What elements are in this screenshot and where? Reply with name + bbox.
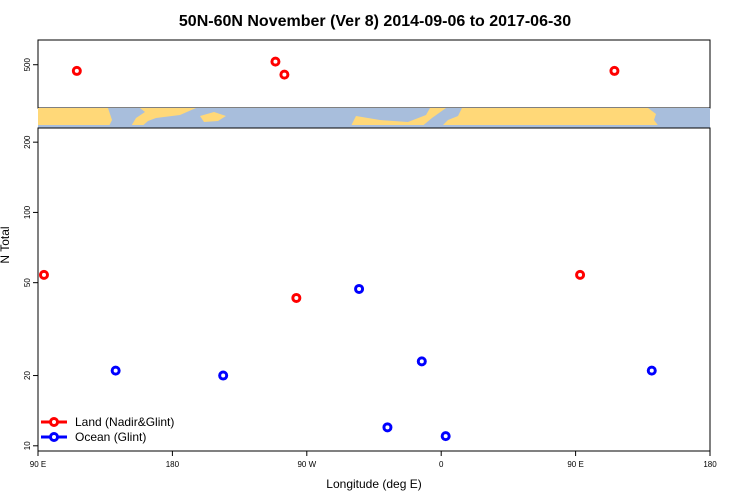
top-panel-frame <box>37 39 711 109</box>
legend-marker-land <box>49 417 59 427</box>
y-tick-label: 10 <box>23 441 32 450</box>
map-ocean-area <box>648 108 710 128</box>
top-data-point-land <box>279 69 290 80</box>
legend-entry-land: Land (Nadir&Glint) <box>41 415 174 429</box>
map-ocean-area <box>420 108 462 128</box>
x-tick-label: 90 E <box>30 460 46 469</box>
x-tick-label: 0 <box>439 460 444 469</box>
main-y-axis: 10 20 50 100 200 <box>23 135 38 450</box>
chart-title: 50N-60N November (Ver 8) 2014-09-06 to 2… <box>179 13 571 30</box>
top-y-tick-label: 500 <box>23 58 32 72</box>
top-panel-points <box>71 56 620 80</box>
y-axis-label: N Total <box>0 226 12 263</box>
data-point-ocean <box>382 422 393 433</box>
data-point-ocean <box>218 370 229 381</box>
data-point-ocean <box>440 431 451 442</box>
data-point-ocean <box>354 283 365 294</box>
x-tick-label: 180 <box>166 460 180 469</box>
x-axis: 90 E 180 90 W 0 90 E 180 <box>30 451 717 469</box>
top-data-point-land <box>609 65 620 76</box>
y-tick-label: 20 <box>23 371 32 380</box>
top-data-point-land <box>71 65 82 76</box>
main-panel-frame <box>37 127 711 452</box>
legend-marker-ocean <box>49 432 59 442</box>
top-data-point-land <box>270 56 281 67</box>
map-land-area <box>200 112 226 122</box>
data-point-land <box>38 269 49 280</box>
data-point-land <box>291 292 302 303</box>
legend: Land (Nadir&Glint) Ocean (Glint) <box>41 415 174 444</box>
y-tick-label: 50 <box>23 278 32 287</box>
world-map-strip <box>38 108 710 129</box>
data-point-land <box>575 269 586 280</box>
top-panel-y-axis: 500 <box>23 58 38 72</box>
main-panel-points <box>38 269 657 442</box>
data-point-ocean <box>646 365 657 376</box>
x-axis-label: Longitude (deg E) <box>326 477 421 491</box>
data-point-ocean <box>416 356 427 367</box>
legend-label-ocean: Ocean (Glint) <box>75 430 146 444</box>
y-tick-label: 100 <box>23 205 32 219</box>
x-tick-label: 90 E <box>567 460 583 469</box>
map-ocean-area <box>38 125 710 128</box>
legend-entry-ocean: Ocean (Glint) <box>41 430 146 444</box>
x-tick-label: 90 W <box>297 460 316 469</box>
x-tick-label: 180 <box>703 460 717 469</box>
map-ocean-area <box>108 108 145 128</box>
y-tick-label: 200 <box>23 135 32 149</box>
data-point-ocean <box>110 365 121 376</box>
legend-label-land: Land (Nadir&Glint) <box>75 415 174 429</box>
